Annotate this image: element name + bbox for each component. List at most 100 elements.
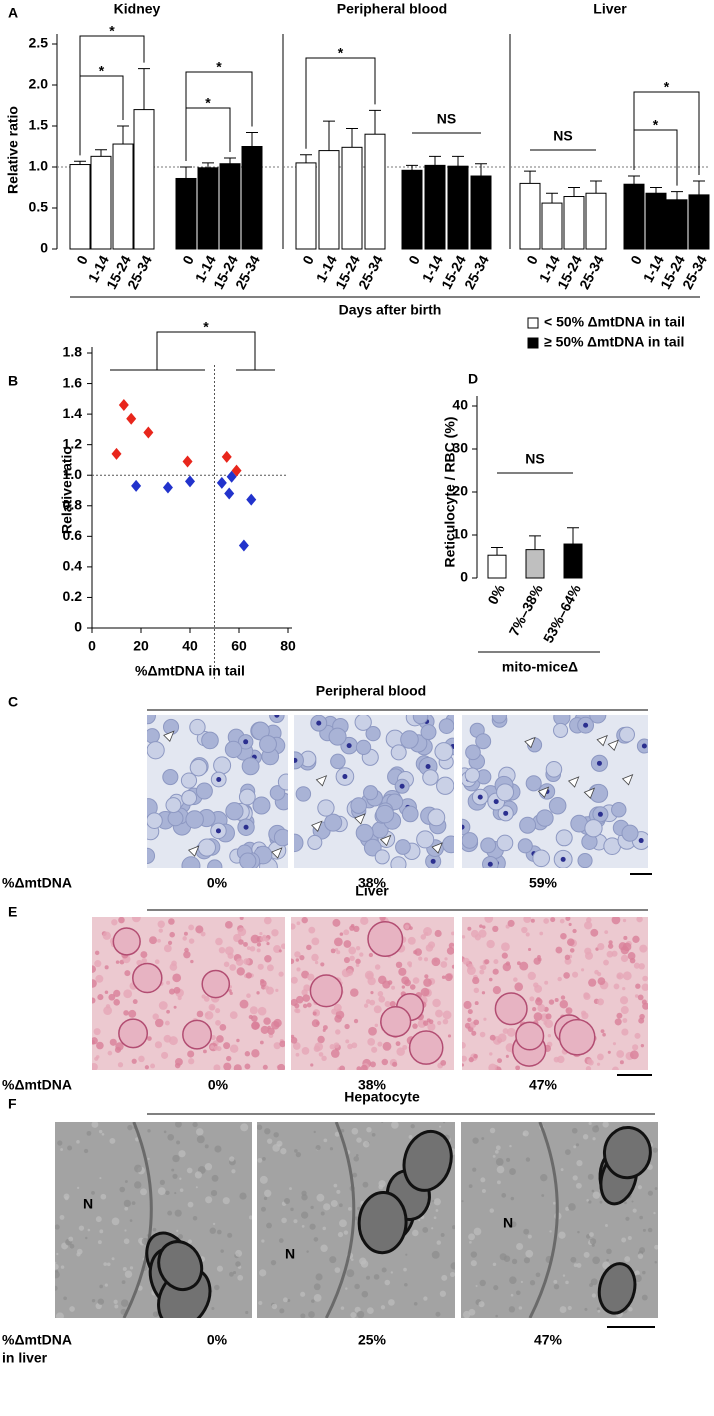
granule: [481, 991, 486, 995]
granule: [533, 1012, 543, 1021]
granule: [479, 924, 483, 928]
granule: [131, 917, 141, 923]
texture: [55, 1261, 57, 1264]
granule: [442, 1018, 449, 1025]
granule: [365, 999, 371, 1004]
granule: [92, 979, 97, 988]
granule: [559, 1000, 569, 1009]
x-tick-label: 25-34: [355, 252, 386, 291]
mitochondrion: [402, 1129, 453, 1192]
y-tick-label: 10: [452, 526, 468, 542]
reticulocyte-dot: [274, 715, 280, 718]
annotation: *: [205, 95, 211, 111]
granule: [229, 1044, 239, 1053]
granule: [641, 999, 647, 1005]
granule: [277, 1063, 285, 1070]
granule: [588, 978, 597, 987]
granule: [489, 1052, 493, 1056]
granule: [344, 1023, 350, 1030]
granule: [378, 975, 387, 985]
texture: [91, 1298, 96, 1303]
texture: [553, 1201, 556, 1205]
granule: [472, 976, 480, 985]
granule: [174, 1057, 183, 1066]
granule: [302, 1003, 308, 1009]
granule: [188, 1058, 195, 1065]
cell: [147, 741, 165, 760]
granule: [497, 1033, 507, 1043]
reticulocyte-dot: [641, 743, 647, 749]
granule: [152, 1013, 159, 1020]
texture: [95, 1216, 102, 1223]
texture: [101, 1132, 105, 1136]
texture: [522, 1130, 529, 1137]
granule: [95, 1055, 100, 1059]
granule: [409, 926, 413, 930]
texture: [441, 1274, 448, 1281]
cell: [363, 785, 379, 801]
bar: [69, 164, 91, 250]
granule: [447, 1034, 452, 1038]
micrograph: [257, 1122, 455, 1318]
texture: [604, 1224, 608, 1228]
x-tick-label: 7%–38%: [505, 581, 546, 638]
granule: [636, 917, 643, 923]
granule: [256, 991, 260, 995]
x-axis-label: mito-miceΔ: [502, 659, 578, 675]
texture: [306, 1250, 309, 1253]
granule: [507, 919, 515, 927]
arrowhead: [607, 739, 619, 751]
granule: [123, 989, 133, 999]
error-bar: [628, 175, 640, 185]
data-point: [126, 412, 137, 425]
texture: [260, 1206, 266, 1212]
granule: [634, 1032, 641, 1039]
granule: [215, 937, 223, 946]
texture: [278, 1238, 284, 1243]
granule: [348, 946, 357, 955]
texture: [634, 1270, 640, 1276]
granule: [366, 972, 374, 980]
granule: [128, 1009, 137, 1018]
texture: [339, 1203, 343, 1208]
texture: [228, 1271, 234, 1277]
cell: [252, 796, 271, 815]
texture: [157, 1187, 166, 1196]
cell: [162, 768, 179, 786]
granule: [377, 1041, 383, 1047]
granule: [166, 980, 171, 985]
texture: [329, 1147, 334, 1151]
texture: [350, 1258, 354, 1261]
texture: [91, 1190, 95, 1195]
texture: [271, 1303, 278, 1310]
texture: [111, 1257, 115, 1261]
texture: [55, 1263, 59, 1270]
texture: [602, 1122, 609, 1128]
granule: [543, 918, 550, 924]
granule: [479, 969, 485, 975]
data-point: [143, 426, 154, 439]
texture: [366, 1127, 372, 1133]
micrograph: [462, 917, 648, 1070]
granule: [248, 1014, 253, 1020]
granule: [314, 960, 319, 965]
error-bar: [74, 160, 86, 165]
significance-bracket: [633, 129, 678, 186]
granule: [291, 976, 298, 984]
cell: [241, 757, 260, 776]
texture: [511, 1258, 518, 1265]
texture: [588, 1122, 592, 1126]
cell: [434, 742, 454, 761]
texture: [628, 1307, 633, 1312]
reticulocyte-dot: [430, 858, 436, 864]
granule: [266, 964, 274, 972]
texture: [211, 1307, 215, 1311]
texture: [123, 1199, 131, 1207]
texture: [418, 1219, 421, 1222]
texture: [509, 1168, 516, 1175]
condition-label: 0%: [208, 1077, 229, 1093]
granule: [468, 1056, 474, 1063]
texture: [237, 1274, 244, 1281]
granule: [607, 1050, 611, 1054]
granule: [259, 931, 263, 936]
